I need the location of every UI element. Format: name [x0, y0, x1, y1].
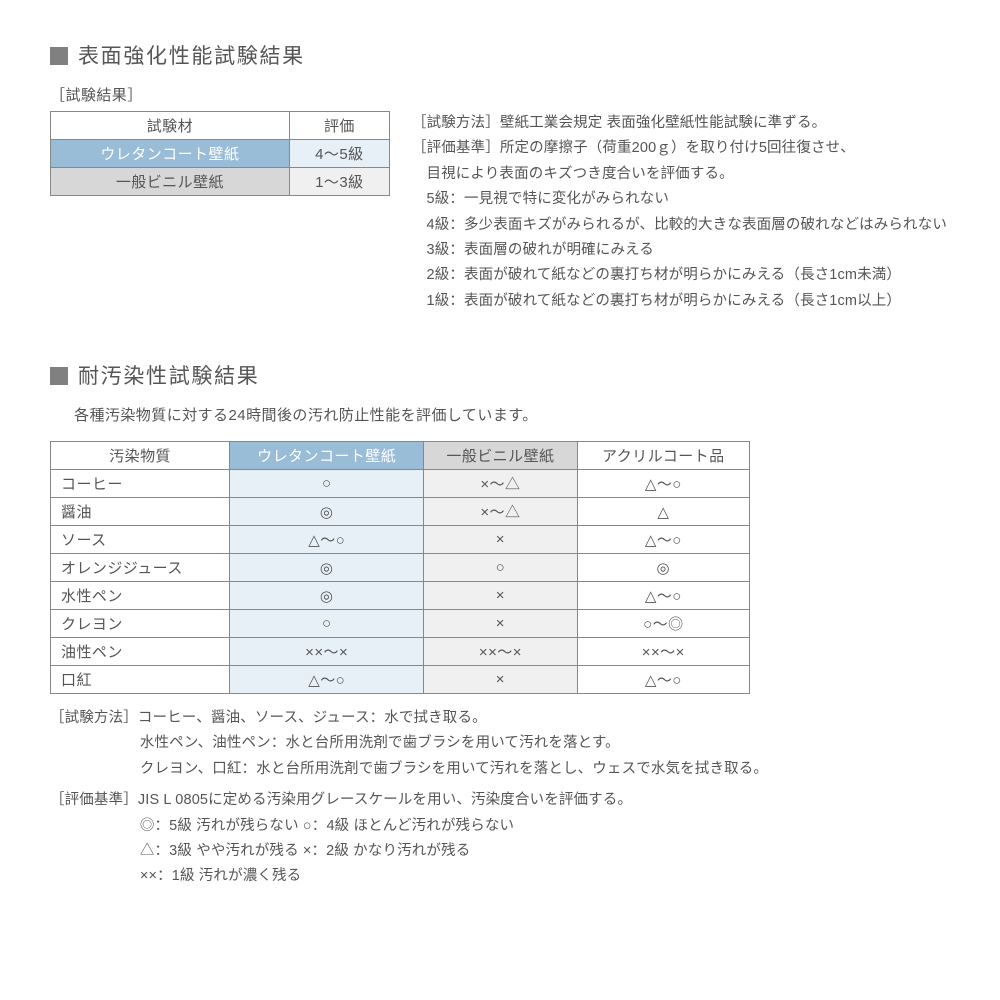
section2-title-text: 耐汚染性試験結果 [78, 365, 259, 388]
s1-grade-3: 3級：表面層の破れが明確にみえる [412, 238, 654, 263]
s2-crit-1: ◎：5級 汚れが残らない ○：4級 ほとんど汚れが残らない [140, 814, 960, 839]
t2-col-3: アクリルコート品 [577, 442, 749, 470]
section2-notes: ［試験方法］コーヒー、醤油、ソース、ジュース：水で拭き取る。 水性ペン、油性ペン… [50, 706, 960, 890]
s1-grade-2: 2級：表面が破れて紙などの裏打ち材が明らかにみえる（長さ1cm未満） [412, 263, 901, 288]
t2-r1-c3: △ [577, 498, 749, 526]
t2-r3-c2: ○ [424, 554, 577, 582]
t2-r4-c2: × [424, 582, 577, 610]
s1-grade-1: 1級：表面が破れて紙などの裏打ち材が明らかにみえる（長さ1cm以上） [412, 289, 901, 314]
s2-method-label: ［試験方法］ [50, 710, 138, 726]
t2-r6-c2: ××〜× [424, 638, 577, 666]
t2-r7-c1: △〜○ [230, 666, 424, 694]
t2-r2-c3: △〜○ [577, 526, 749, 554]
t2-r1-c1: ◎ [230, 498, 424, 526]
t2-r7-c2: × [424, 666, 577, 694]
t2-r5-c0: クレヨン [51, 610, 230, 638]
t2-col-1: ウレタンコート壁紙 [230, 442, 424, 470]
t2-r2-c0: ソース [51, 526, 230, 554]
square-icon [50, 47, 68, 65]
s1-method-text: 壁紙工業会規定 表面強化壁紙性能試験に準ずる。 [500, 115, 826, 131]
t2-r1-c2: ×〜△ [424, 498, 577, 526]
section1-description: ［試験方法］壁紙工業会規定 表面強化壁紙性能試験に準ずる。 ［評価基準］所定の摩… [412, 111, 947, 314]
s2-crit-3: ××：1級 汚れが濃く残る [140, 864, 960, 889]
table-stain-resistance: 汚染物質ウレタンコート壁紙一般ビニル壁紙アクリルコート品コーヒー○×〜△△〜○醤… [50, 441, 750, 694]
t2-r3-c3: ◎ [577, 554, 749, 582]
section1-sublabel: ［試験結果］ [50, 84, 960, 105]
t2-r7-c0: 口紅 [51, 666, 230, 694]
t2-r1-c0: 醤油 [51, 498, 230, 526]
t2-r4-c1: ◎ [230, 582, 424, 610]
t2-r4-c3: △〜○ [577, 582, 749, 610]
t2-r5-c1: ○ [230, 610, 424, 638]
t2-r0-c3: △〜○ [577, 470, 749, 498]
t2-r3-c0: オレンジジュース [51, 554, 230, 582]
section1-title-text: 表面強化性能試験結果 [78, 45, 305, 68]
t2-col-2: 一般ビニル壁紙 [424, 442, 577, 470]
s1-grade-5: 5級：一見視で特に変化がみられない [412, 187, 669, 212]
s2-method-0: コーヒー、醤油、ソース、ジュース：水で拭き取る。 [138, 710, 487, 726]
t2-r4-c0: 水性ペン [51, 582, 230, 610]
t2-r0-c2: ×〜△ [424, 470, 577, 498]
t2-r0-c1: ○ [230, 470, 424, 498]
s2-crit-2: △：3級 やや汚れが残る ×：2級 かなり汚れが残る [140, 839, 960, 864]
t1-r1-rating: 1〜3級 [289, 168, 389, 196]
s1-criteria-line2: 目視により表面のキズつき度合いを評価する。 [412, 162, 734, 187]
square-icon [50, 367, 68, 385]
s1-criteria-label: ［評価基準］ [412, 140, 500, 156]
t2-col-0: 汚染物質 [51, 442, 230, 470]
s1-criteria-lead: 所定の摩擦子（荷重200ｇ）を取り付け5回往復させ、 [500, 140, 855, 156]
s2-criteria-label: ［評価基準］ [50, 792, 138, 808]
t2-r7-c3: △〜○ [577, 666, 749, 694]
t2-r3-c1: ◎ [230, 554, 424, 582]
t2-r5-c2: × [424, 610, 577, 638]
t1-r1-material: 一般ビニル壁紙 [51, 168, 290, 196]
s2-method-1: 水性ペン、油性ペン：水と台所用洗剤で歯ブラシを用いて汚れを落とす。 [140, 731, 960, 756]
table-surface-strength: 試験材 評価 ウレタンコート壁紙 4〜5級 一般ビニル壁紙 1〜3級 [50, 111, 390, 196]
section2-title: 耐汚染性試験結果 [50, 360, 960, 390]
t2-r6-c3: ××〜× [577, 638, 749, 666]
t2-r6-c0: 油性ペン [51, 638, 230, 666]
t1-r0-material: ウレタンコート壁紙 [51, 140, 290, 168]
s2-method-2: クレヨン、口紅：水と台所用洗剤で歯ブラシを用いて汚れを落とし、ウェスで水気を拭き… [140, 757, 960, 782]
section1-title: 表面強化性能試験結果 [50, 40, 960, 70]
t2-r2-c2: × [424, 526, 577, 554]
s1-grade-4: 4級：多少表面キズがみられるが、比較的大きな表面層の破れなどはみられない [412, 213, 947, 238]
t2-r6-c1: ××〜× [230, 638, 424, 666]
t1-col1: 評価 [289, 112, 389, 140]
t2-r2-c1: △〜○ [230, 526, 424, 554]
section2-sub: 各種汚染物質に対する24時間後の汚れ防止性能を評価しています。 [74, 404, 960, 425]
s2-crit-0: JIS L 0805に定める汚染用グレースケールを用い、汚染度合いを評価する。 [138, 792, 632, 808]
s1-method-label: ［試験方法］ [412, 115, 500, 131]
t2-r5-c3: ○〜◎ [577, 610, 749, 638]
t1-r0-rating: 4〜5級 [289, 140, 389, 168]
t1-col0: 試験材 [51, 112, 290, 140]
t2-r0-c0: コーヒー [51, 470, 230, 498]
